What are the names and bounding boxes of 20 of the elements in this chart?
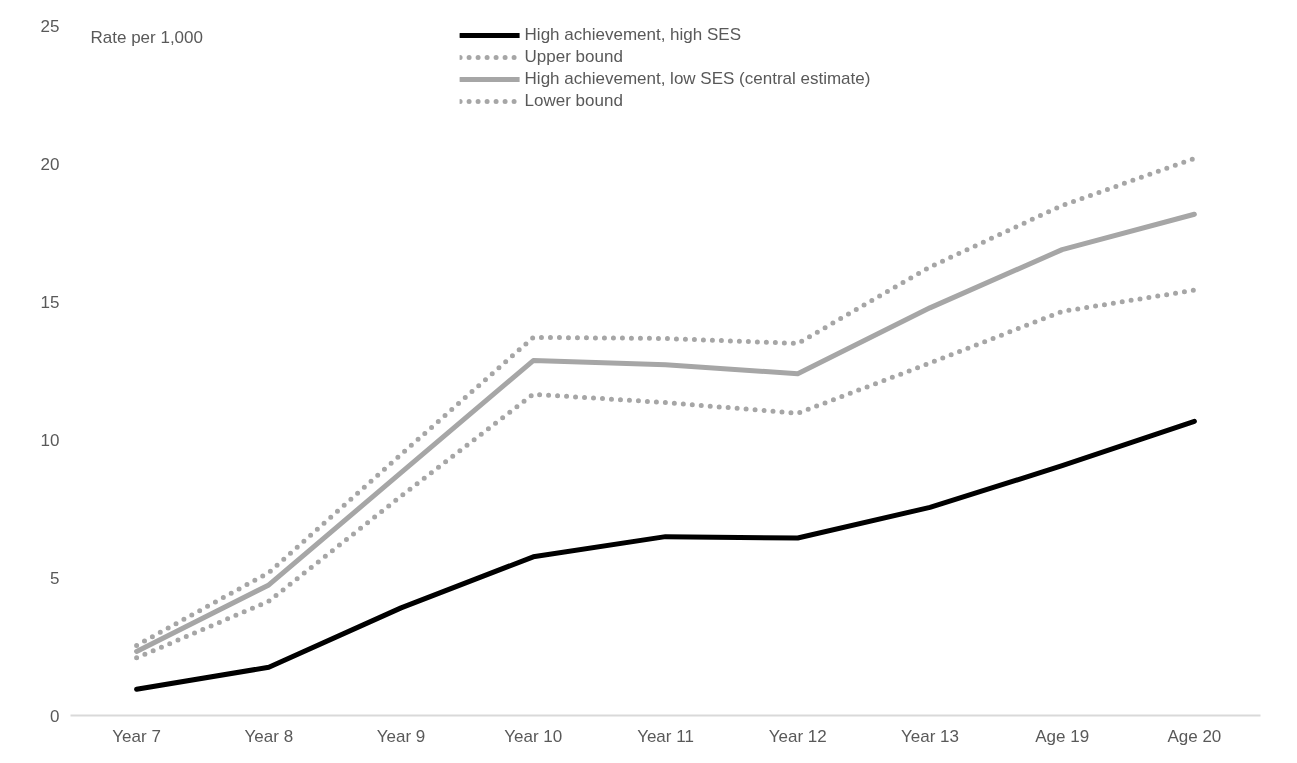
y-tick-label: 10 <box>40 430 60 450</box>
x-tick-label: Age 20 <box>1167 726 1222 746</box>
x-tick-label: Year 9 <box>376 726 426 746</box>
y-tick-label: 0 <box>50 706 60 726</box>
x-tick-label: Year 8 <box>244 726 294 746</box>
y-axis-title: Rate per 1,000 <box>90 27 203 47</box>
legend-label: High achievement, low SES (central estimate) <box>524 69 871 89</box>
y-tick-label: 5 <box>50 568 60 588</box>
x-tick-label: Year 7 <box>112 726 161 746</box>
x-tick-label: Year 12 <box>768 726 827 746</box>
legend-label: Lower bound <box>524 91 623 111</box>
x-tick-label: Year 11 <box>637 726 694 746</box>
y-tick-label: 25 <box>40 16 60 36</box>
x-tick-label: Year 10 <box>504 726 563 746</box>
y-tick-label: 20 <box>40 154 60 174</box>
x-tick-label: Age 19 <box>1035 726 1090 746</box>
x-tick-label: Year 13 <box>900 726 959 746</box>
legend-label: High achievement, high SES <box>524 25 741 45</box>
y-tick-label: 15 <box>40 292 60 312</box>
legend-label: Upper bound <box>524 47 623 67</box>
